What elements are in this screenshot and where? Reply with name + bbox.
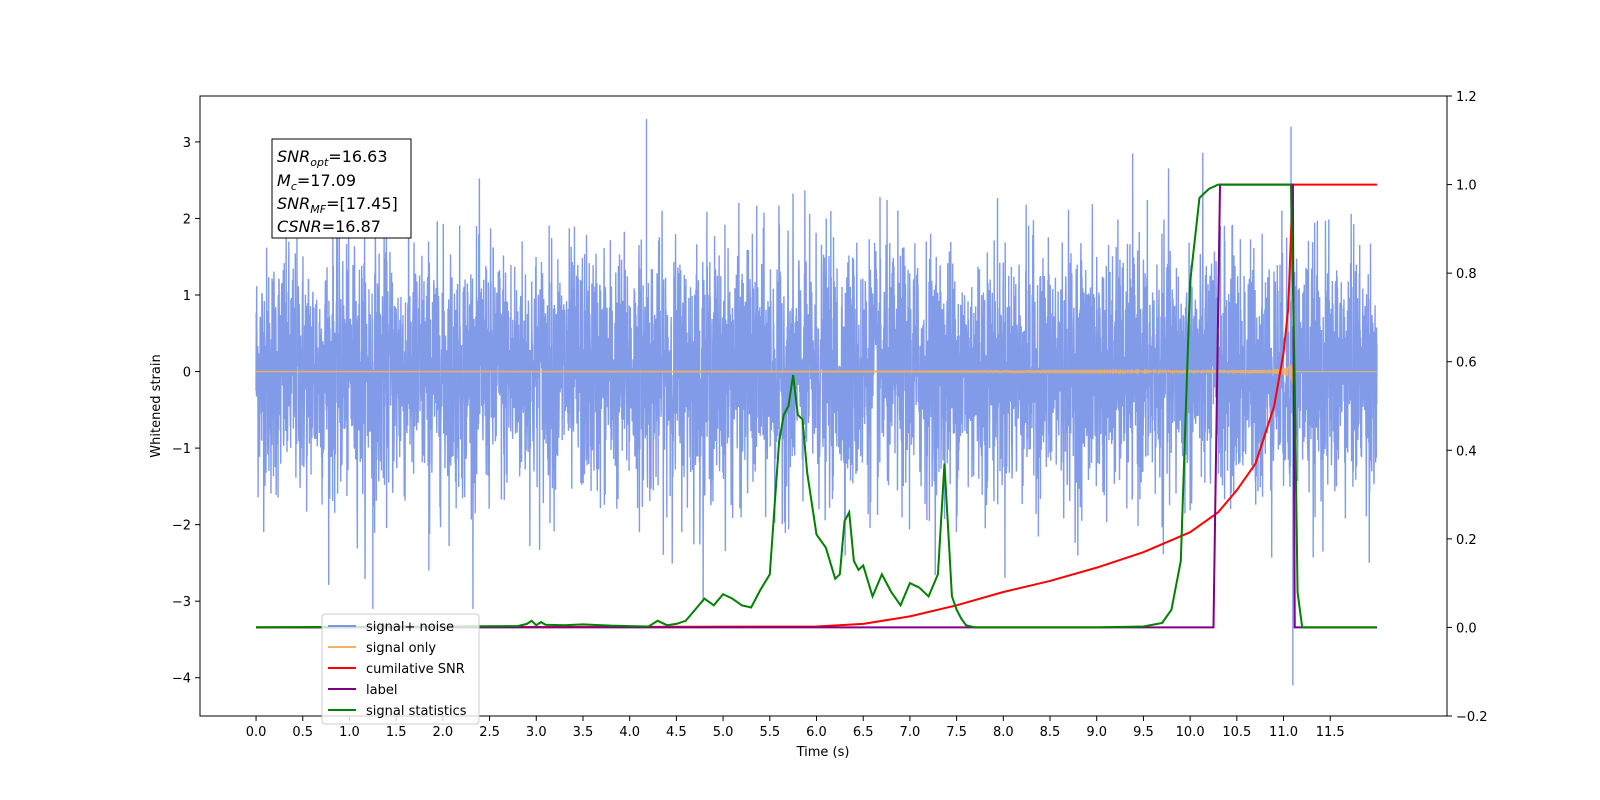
x-tick-label: 8.5 xyxy=(1040,725,1061,740)
series-cumulative-snr xyxy=(256,183,1377,629)
legend-label: signal only xyxy=(366,641,436,656)
info-snr-opt-value: =16.63 xyxy=(328,147,387,166)
y-right-tick-label: 1.2 xyxy=(1456,90,1477,105)
y-left-tick-label: 3 xyxy=(183,136,191,151)
series-layer xyxy=(255,118,1378,686)
series-signal-statistics xyxy=(256,183,1377,629)
info-csnr: CSNR=16.87 xyxy=(277,217,381,236)
legend-label: cumilative SNR xyxy=(366,662,465,677)
x-tick-label: 8.0 xyxy=(993,725,1014,740)
x-tick-label: 0.5 xyxy=(292,725,313,740)
info-box-frame xyxy=(271,138,412,239)
info-snr-mf-base: SNR xyxy=(277,194,310,213)
x-axis-title: Time (s) xyxy=(796,745,850,760)
y-left-tick-label: 0 xyxy=(183,366,191,381)
x-axis-ticks: 0.0 0.5 1.0 1.5 2.0 2.5 3.0 3.5 4.0 4.5 5.0 5.5 6.0 6… xyxy=(246,716,1345,740)
x-tick-label: 6.5 xyxy=(853,725,874,740)
y-axis-title: Whitened strain xyxy=(149,354,164,457)
info-mc: Mc=17.09 xyxy=(277,171,356,193)
info-snr-mf-sub: MF xyxy=(310,203,326,216)
y-left-tick-label: −2 xyxy=(172,519,191,534)
x-tick-label: 6.0 xyxy=(806,725,827,740)
info-mc-value: =17.09 xyxy=(297,171,356,190)
x-tick-label: 9.5 xyxy=(1133,725,1154,740)
y-right-tick-label: 0.8 xyxy=(1456,267,1477,282)
info-mc-sub: c xyxy=(291,180,297,193)
y-right-tick-label: 1.0 xyxy=(1456,179,1477,194)
info-mc-base: M xyxy=(277,171,291,190)
y-left-tick-label: −1 xyxy=(172,442,191,457)
x-tick-label: 2.5 xyxy=(479,725,500,740)
info-csnr-base: CSNR xyxy=(277,217,322,236)
y-right-tick-label: 0.0 xyxy=(1456,621,1477,636)
y-right-tick-label: 0.6 xyxy=(1456,356,1477,371)
x-tick-label: 4.0 xyxy=(619,725,640,740)
y-right-tick-label: 0.4 xyxy=(1456,444,1477,459)
y-right-tick-label: 0.2 xyxy=(1456,533,1477,548)
info-snr-opt: SNRopt=16.63 xyxy=(277,147,388,169)
y-left-tick-label: −3 xyxy=(172,595,191,610)
x-tick-label: 3.5 xyxy=(573,725,594,740)
legend: signal+ noise signal only cumilative SNR la… xyxy=(321,613,480,725)
x-tick-label: 2.0 xyxy=(433,725,454,740)
info-box: SNRopt=16.63 Mc=17.09 SNRMF=[17.45] CSNR… xyxy=(271,138,412,239)
x-tick-label: 10.5 xyxy=(1222,725,1251,740)
y-left-tick-label: −4 xyxy=(172,672,191,687)
legend-label: signal+ noise xyxy=(366,620,454,635)
info-snr-opt-base: SNR xyxy=(277,147,310,166)
x-tick-label: 5.5 xyxy=(759,725,780,740)
x-tick-label: 5.0 xyxy=(713,725,734,740)
legend-label: signal statistics xyxy=(366,704,467,719)
x-tick-label: 1.0 xyxy=(339,725,360,740)
series-signal-only xyxy=(255,363,1377,386)
x-tick-label: 11.0 xyxy=(1269,725,1298,740)
x-tick-label: 9.0 xyxy=(1086,725,1107,740)
plot-frame xyxy=(199,95,1448,717)
y-left-tick-label: 1 xyxy=(183,289,191,304)
x-tick-label: 3.0 xyxy=(526,725,547,740)
legend-frame xyxy=(321,613,480,725)
x-tick-label: 7.0 xyxy=(900,725,921,740)
x-tick-label: 4.5 xyxy=(666,725,687,740)
y-right-axis-ticks: 1.2 1.0 0.8 0.6 0.4 0.2 0.0 −0.2 xyxy=(1447,90,1488,725)
info-snr-mf-value: =[17.45] xyxy=(326,194,398,213)
x-tick-label: 7.5 xyxy=(946,725,967,740)
x-tick-label: 10.0 xyxy=(1176,725,1205,740)
x-tick-label: 11.5 xyxy=(1316,725,1345,740)
legend-label: label xyxy=(366,683,397,698)
y-left-tick-label: 2 xyxy=(183,212,191,227)
y-left-axis-ticks: 3 2 1 0 −1 −2 −3 −4 xyxy=(172,136,200,687)
info-snr-opt-sub: opt xyxy=(310,156,329,169)
x-tick-label: 1.5 xyxy=(386,725,407,740)
info-csnr-value: =16.87 xyxy=(322,217,381,236)
legend-entries: signal+ noise signal only cumilative SNR la… xyxy=(328,620,467,719)
x-tick-label: 0.0 xyxy=(246,725,267,740)
y-right-tick-label: −0.2 xyxy=(1456,710,1488,725)
info-snr-mf: SNRMF=[17.45] xyxy=(277,194,398,216)
